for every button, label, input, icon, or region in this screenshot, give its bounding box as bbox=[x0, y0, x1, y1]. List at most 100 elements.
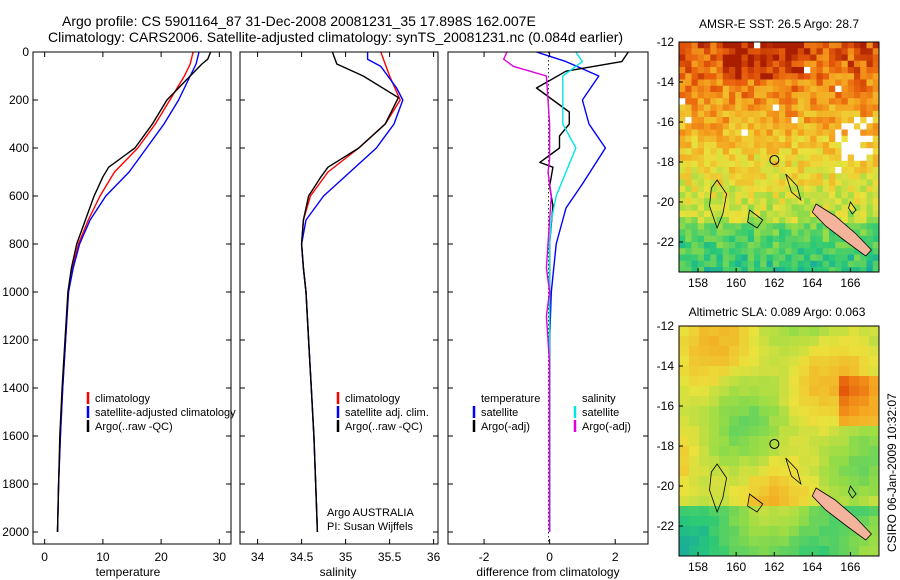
map-cell bbox=[754, 267, 761, 272]
map-cell bbox=[772, 260, 780, 268]
map-cell bbox=[749, 546, 760, 556]
map-cell bbox=[791, 73, 799, 80]
map-cell bbox=[819, 416, 830, 427]
map-cell bbox=[689, 446, 700, 457]
map-cell bbox=[747, 110, 755, 118]
map-cell bbox=[816, 192, 824, 199]
map-cell bbox=[772, 148, 780, 155]
x-tick-label: 2 bbox=[612, 550, 619, 564]
map-cell bbox=[722, 242, 730, 249]
map-cell bbox=[710, 48, 717, 55]
map-cell bbox=[822, 179, 830, 187]
map-cell bbox=[809, 366, 820, 377]
map-cell bbox=[789, 376, 800, 387]
map-cell bbox=[822, 135, 830, 143]
lat-tick-label: -16 bbox=[657, 115, 675, 129]
lon-tick-label: 166 bbox=[840, 276, 860, 290]
map-cell bbox=[872, 260, 879, 268]
map-cell bbox=[679, 260, 686, 268]
map-cell bbox=[779, 42, 786, 49]
map-cell bbox=[716, 192, 724, 199]
map-cell bbox=[860, 229, 867, 237]
map-cell bbox=[789, 426, 800, 437]
map-cell bbox=[797, 154, 805, 162]
map-cell bbox=[804, 142, 811, 149]
map-cell bbox=[766, 179, 774, 187]
map-cell bbox=[691, 73, 699, 80]
legend-label-sal-satellite: satellite bbox=[582, 407, 619, 419]
map-cell bbox=[785, 67, 792, 74]
map-cell bbox=[710, 85, 717, 93]
map-cell bbox=[760, 198, 767, 205]
map-cell bbox=[710, 229, 717, 237]
map-cell bbox=[779, 406, 790, 417]
map-cell bbox=[829, 416, 840, 427]
map-cell bbox=[716, 123, 724, 130]
map-cell bbox=[741, 260, 749, 268]
map-cell bbox=[799, 536, 810, 547]
map-cell bbox=[739, 426, 750, 437]
map-cell bbox=[749, 336, 760, 347]
sla-map-title: Altimetric SLA: 0.089 Argo: 0.063 bbox=[689, 305, 866, 319]
map-cell bbox=[716, 248, 724, 255]
map-cell bbox=[710, 67, 717, 74]
map-cell bbox=[799, 356, 810, 367]
map-cell bbox=[839, 466, 850, 477]
map-cell bbox=[760, 260, 767, 268]
map-cell bbox=[779, 356, 790, 367]
salinity-x-ticks: 34 34.5 35 35.5 36 bbox=[251, 52, 441, 564]
map-cell bbox=[810, 235, 817, 243]
map-cell bbox=[759, 336, 770, 347]
map-cell bbox=[760, 179, 767, 187]
map-cell bbox=[759, 356, 770, 367]
map-cell bbox=[829, 229, 836, 237]
map-cell bbox=[704, 248, 711, 255]
map-cell bbox=[847, 98, 855, 105]
map-cell bbox=[779, 204, 786, 212]
map-cell bbox=[799, 446, 810, 457]
map-cell bbox=[679, 42, 686, 49]
map-cell bbox=[679, 546, 690, 556]
map-cell bbox=[797, 48, 805, 55]
map-cell bbox=[785, 235, 792, 243]
map-cell bbox=[729, 185, 736, 193]
map-cell bbox=[729, 476, 740, 487]
map-cell bbox=[769, 416, 780, 427]
island-shape bbox=[811, 487, 872, 541]
map-cell bbox=[729, 436, 740, 447]
map-cell bbox=[804, 229, 811, 237]
map-cell bbox=[722, 123, 730, 130]
map-cell bbox=[760, 248, 767, 255]
map-cell bbox=[835, 85, 842, 93]
map-cell bbox=[804, 73, 811, 80]
map-cell bbox=[769, 486, 780, 497]
map-cell bbox=[710, 173, 717, 180]
map-cell bbox=[866, 242, 874, 249]
map-cell bbox=[747, 260, 755, 268]
map-cell bbox=[804, 192, 811, 199]
map-cell bbox=[779, 135, 786, 143]
map-cell bbox=[679, 476, 690, 487]
map-cell bbox=[860, 198, 867, 205]
map-cell bbox=[866, 223, 874, 230]
map-cell bbox=[859, 546, 870, 556]
map-cell bbox=[841, 192, 849, 199]
map-cell bbox=[760, 104, 767, 112]
map-cell bbox=[766, 254, 774, 262]
map-cell bbox=[729, 406, 740, 417]
map-cell bbox=[835, 79, 842, 87]
map-cell bbox=[849, 456, 860, 467]
map-cell bbox=[722, 42, 730, 49]
map-cell bbox=[779, 167, 786, 174]
map-cell bbox=[822, 104, 830, 112]
map-cell bbox=[854, 98, 861, 105]
map-cell bbox=[809, 466, 820, 477]
map-cell bbox=[689, 496, 700, 507]
sst-map-coast bbox=[709, 154, 872, 257]
map-cell bbox=[829, 85, 836, 93]
map-cell bbox=[772, 154, 780, 162]
map-cell bbox=[816, 60, 824, 68]
map-cell bbox=[854, 60, 861, 68]
map-cell bbox=[766, 185, 774, 193]
map-cell bbox=[860, 104, 867, 112]
